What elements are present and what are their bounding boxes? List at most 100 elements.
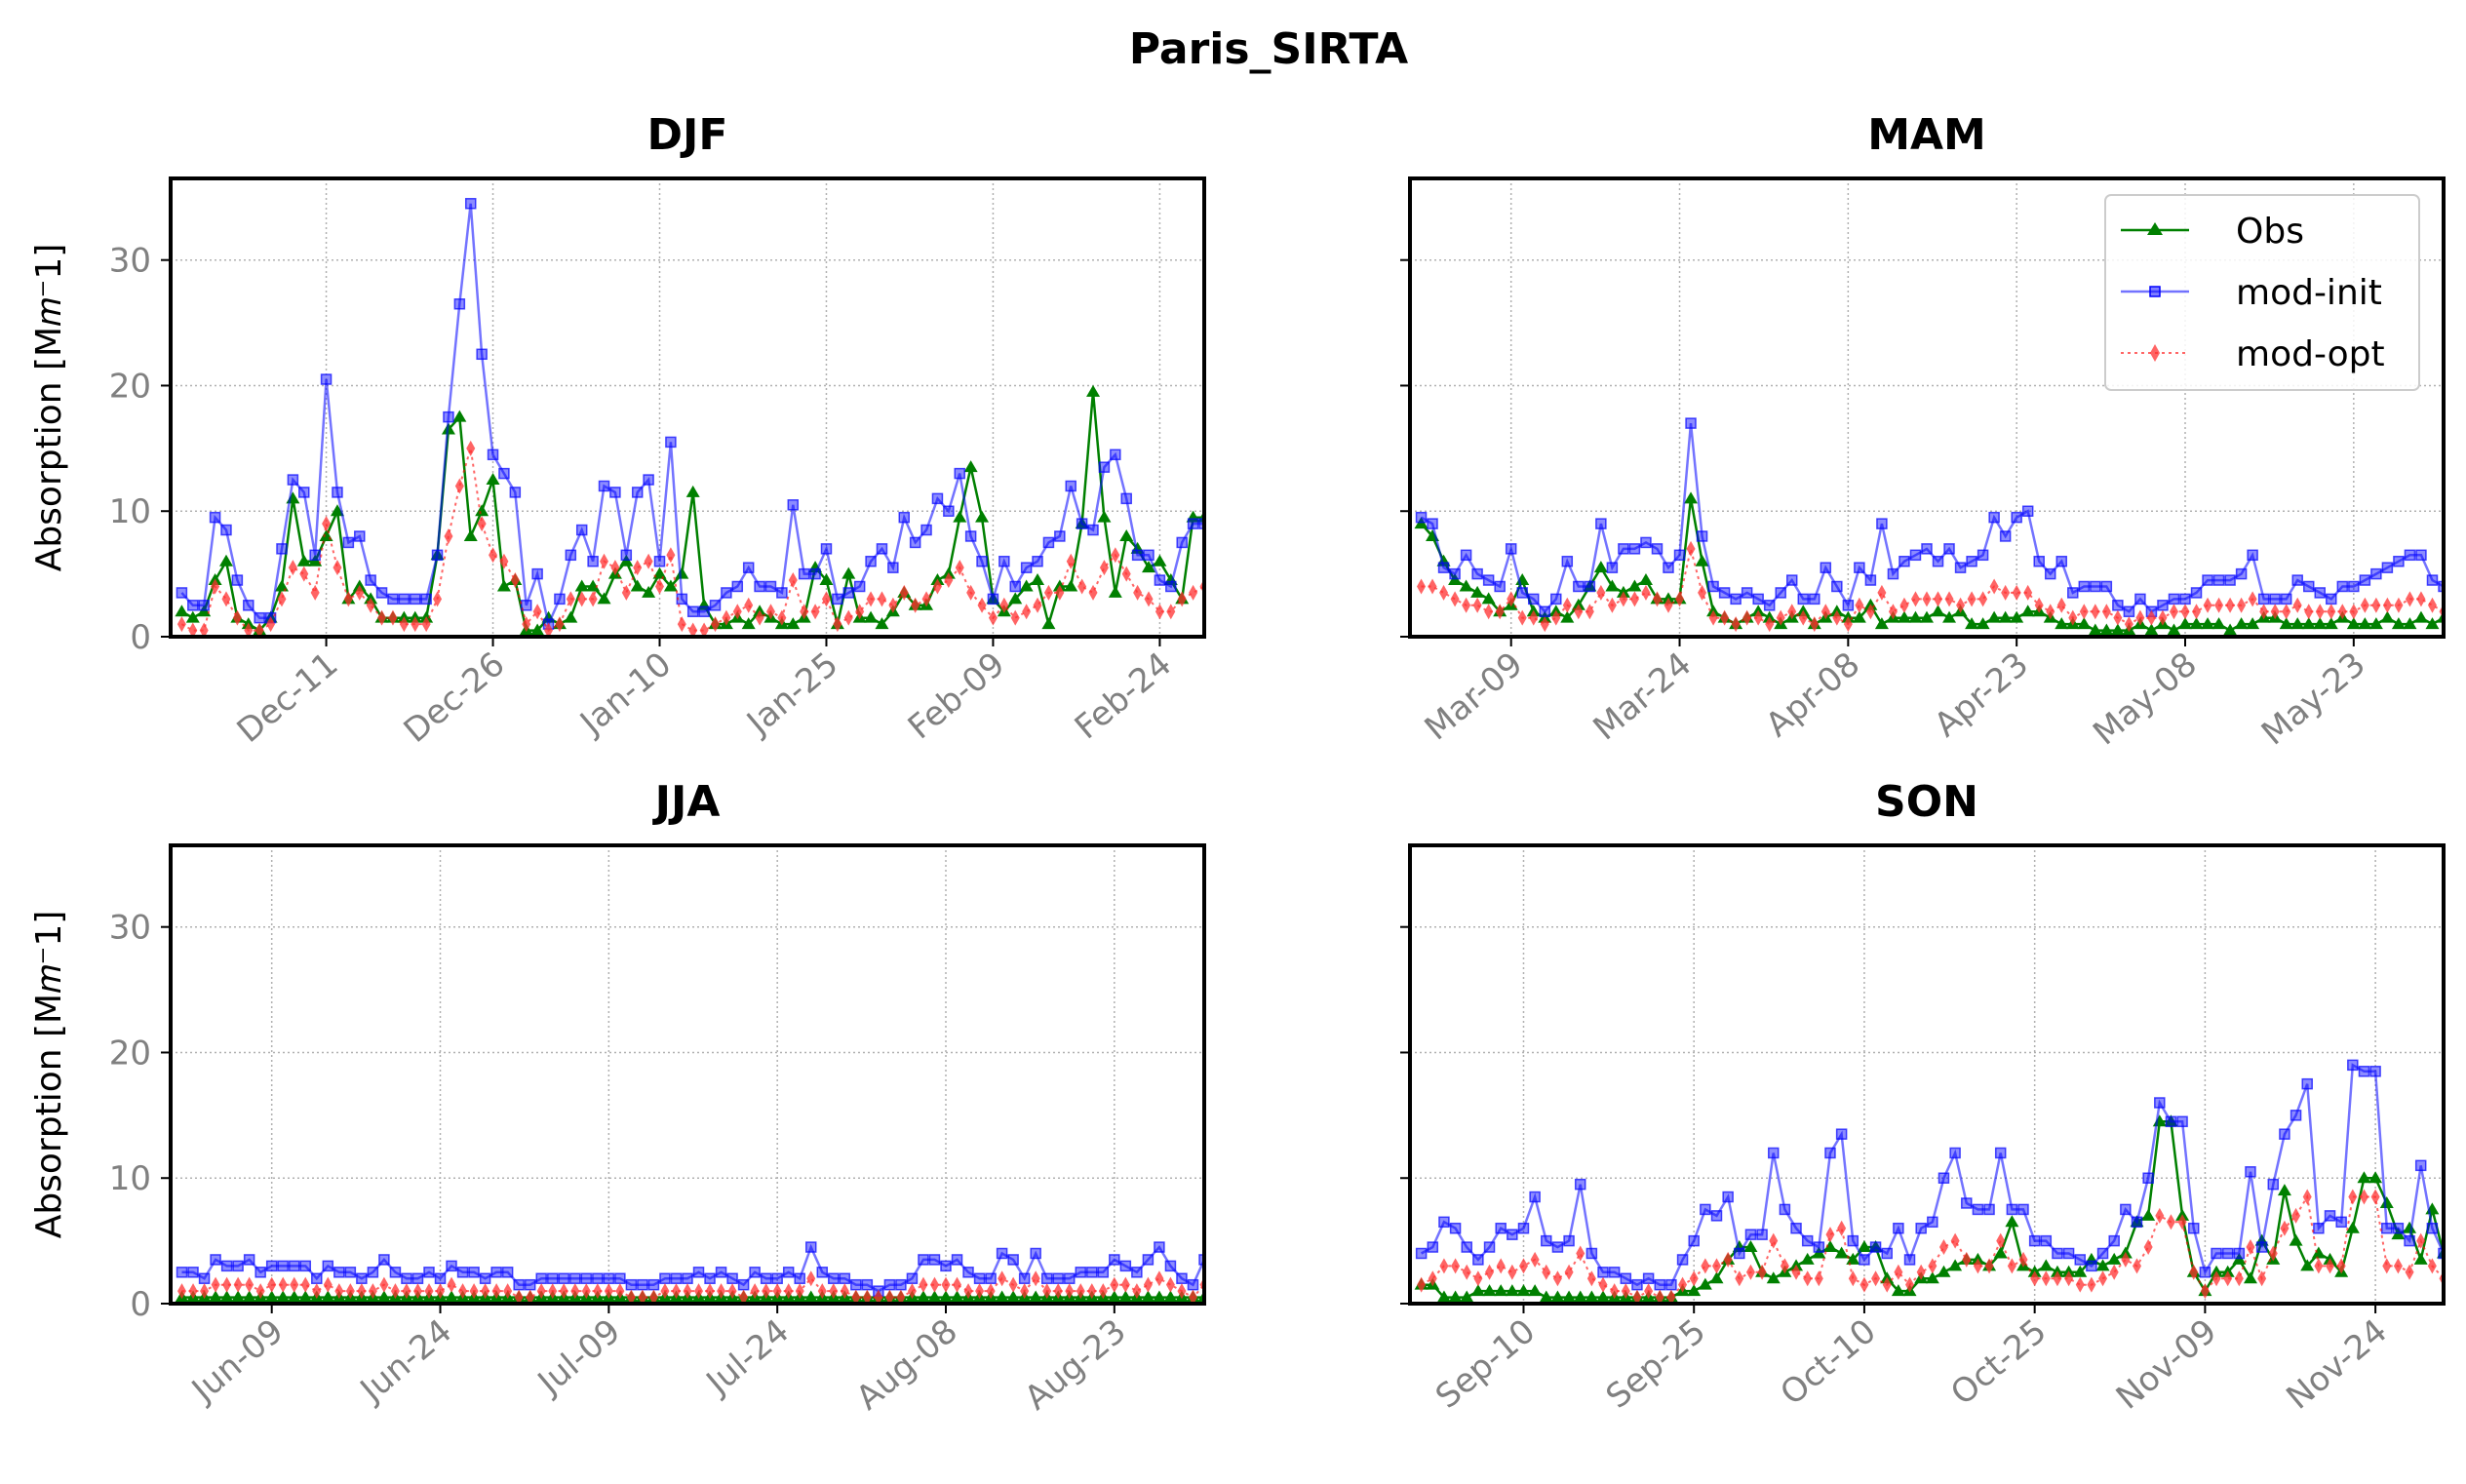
point-mod-init (1449, 567, 1461, 580)
point-obs (1560, 610, 1575, 623)
point-mod-init (198, 600, 210, 611)
point-mod-init (2336, 580, 2349, 593)
point-mod-opt (963, 1283, 973, 1300)
point-mod-opt (1712, 1258, 1722, 1274)
point-mod-init (906, 1272, 919, 1284)
point-mod-opt (1644, 1283, 1654, 1300)
x-tick-label-jja: Jun-09 (183, 1311, 291, 1411)
point-mod-opt (1814, 1270, 1823, 1287)
point-mod-opt (244, 622, 254, 637)
point-mod-init (2326, 593, 2337, 605)
point-mod-opt (2169, 604, 2178, 620)
point-mod-opt (755, 609, 764, 626)
point-mod-init (721, 587, 732, 599)
series-line-mod-init-son (1421, 1063, 2444, 1287)
point-mod-init (1415, 1247, 1428, 1260)
point-mod-opt (1450, 591, 1460, 607)
point-mod-opt (334, 1283, 344, 1300)
point-mod-opt (176, 616, 186, 633)
point-mod-opt (2326, 1258, 2335, 1274)
point-mod-opt (1462, 597, 1471, 613)
point-mod-opt (671, 1283, 681, 1300)
point-mod-opt (544, 622, 554, 637)
point-obs (1891, 1284, 1905, 1297)
panel-title-djf: DJF (647, 110, 728, 160)
point-mod-opt (421, 616, 431, 633)
point-mod-opt (2177, 1214, 2187, 1230)
point-obs (2425, 617, 2440, 630)
point-mod-opt (2393, 1258, 2403, 1274)
point-mod-opt (2246, 1239, 2255, 1256)
point-mod-init (2392, 1222, 2405, 1234)
point-mod-init (895, 1278, 907, 1291)
point-mod-init (918, 1254, 929, 1266)
point-mod-init (2381, 562, 2394, 573)
point-mod-opt (1757, 1264, 1767, 1280)
panel-title-son: SON (1875, 777, 1978, 827)
point-mod-init (1859, 1254, 1870, 1266)
point-obs (475, 504, 489, 517)
point-mod-init (446, 1260, 457, 1272)
point-mod-init (231, 574, 244, 586)
point-obs (463, 528, 478, 541)
point-mod-opt (1742, 609, 1752, 626)
point-mod-init (1154, 574, 1166, 586)
point-obs (1965, 617, 1979, 630)
series-mod-init-jja (176, 1241, 1204, 1297)
point-mod-opt (1698, 584, 1707, 601)
point-mod-opt (2304, 604, 2314, 620)
point-mod-init (670, 1272, 683, 1284)
point-mod-init (2112, 600, 2124, 611)
point-mod-opt (843, 609, 853, 626)
point-mod-opt (2068, 609, 2078, 626)
point-mod-init (1120, 492, 1132, 505)
point-mod-init (1887, 567, 1899, 580)
point-mod-init (1550, 593, 1562, 605)
point-mod-init (2461, 581, 2466, 591)
point-mod-opt (333, 560, 342, 576)
panel-mam: Mar-09 Mar-24 Apr-08 Apr-23 May-08 May-23 MAM… (1400, 110, 2466, 753)
point-mod-init (920, 524, 932, 536)
point-mod-opt (1675, 591, 1685, 607)
point-obs (264, 1290, 279, 1303)
point-mod-opt (604, 1283, 613, 1300)
point-mod-init (1438, 1216, 1450, 1229)
point-mod-opt (2030, 1270, 2040, 1287)
point-mod-init (299, 1260, 312, 1272)
point-mod-opt (1607, 597, 1617, 613)
point-mod-init (2290, 1110, 2302, 1121)
point-mod-opt (355, 584, 365, 601)
point-mod-opt (2405, 1264, 2414, 1280)
point-mod-init (1710, 1210, 1723, 1222)
point-obs (185, 610, 200, 623)
point-mod-opt (955, 560, 964, 576)
point-mod-init (2335, 1216, 2347, 1229)
point-obs (2088, 623, 2102, 636)
point-mod-init (1676, 1254, 1689, 1266)
point-mod-opt (1967, 591, 1977, 607)
point-mod-init (620, 549, 633, 562)
point-mod-opt (1629, 591, 1639, 607)
point-mod-opt (2327, 604, 2336, 620)
point-mod-init (2028, 1234, 2041, 1247)
point-mod-init (1030, 1247, 1041, 1260)
point-obs (1698, 1277, 1712, 1290)
point-mod-init (1809, 593, 1820, 605)
point-mod-init (1449, 1222, 1462, 1234)
point-mod-init (1943, 543, 1955, 555)
point-mod-init (1495, 1222, 1507, 1234)
point-mod-opt (2079, 604, 2089, 620)
point-obs (298, 1290, 313, 1303)
point-obs (1516, 1284, 1531, 1297)
point-mod-opt (1989, 578, 1999, 595)
point-mod-init (265, 1260, 278, 1272)
point-mod-init (558, 1272, 570, 1284)
point-mod-init (1734, 1247, 1745, 1260)
point-mod-opt (1120, 1276, 1130, 1293)
point-mod-opt (2007, 1258, 2016, 1274)
point-obs (1937, 1265, 1951, 1277)
point-mod-init (254, 611, 265, 624)
point-mod-opt (1099, 560, 1109, 576)
point-obs (321, 1290, 335, 1303)
series-line-mod-init-djf (180, 203, 1204, 629)
